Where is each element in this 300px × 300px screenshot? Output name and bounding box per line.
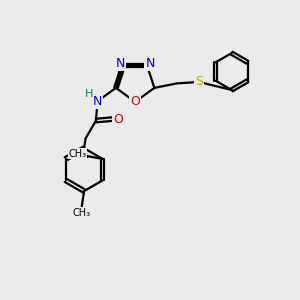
Text: N: N xyxy=(145,57,155,70)
Text: O: O xyxy=(130,95,140,108)
Text: O: O xyxy=(113,112,123,126)
Text: H: H xyxy=(84,89,93,99)
Text: N: N xyxy=(93,95,102,108)
Text: CH₃: CH₃ xyxy=(73,208,91,218)
Text: S: S xyxy=(195,75,203,88)
Text: N: N xyxy=(116,57,125,70)
Text: CH₃: CH₃ xyxy=(68,148,86,159)
